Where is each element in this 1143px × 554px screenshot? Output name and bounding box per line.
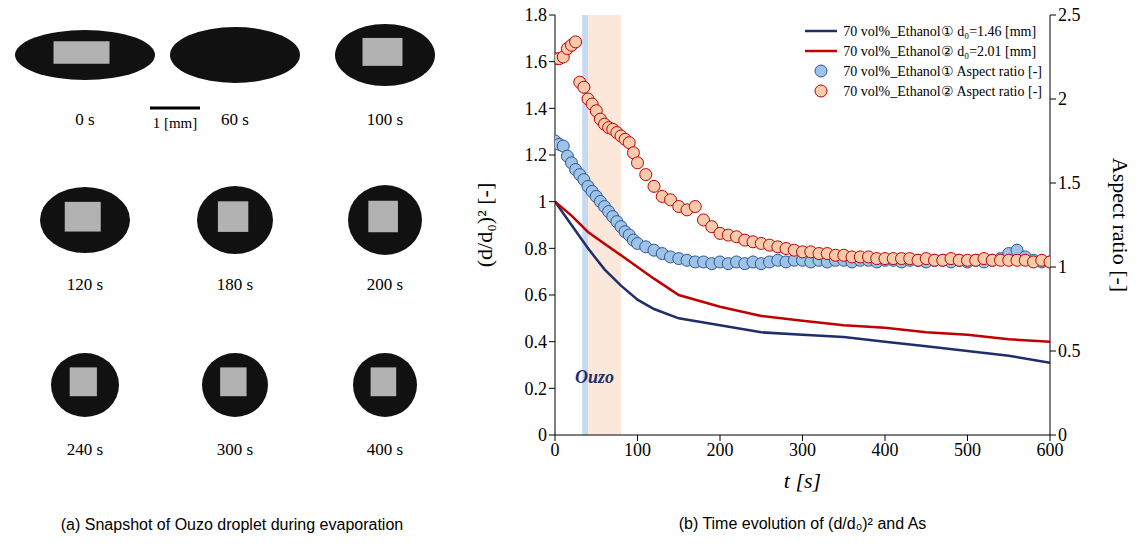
- svg-text:Aspect ratio [-]: Aspect ratio [-]: [1108, 158, 1133, 292]
- html-text:70 vol%_Ethanol② Aspect ratio: 70 vol%_Ethanol② Aspect ratio [-]: [843, 83, 1042, 99]
- html-text:70 vol%_Ethanol② d₀=2.01 [mm]: 70 vol%_Ethanol② d₀=2.01 [mm]: [843, 43, 1037, 59]
- svg-text:0: 0: [1058, 425, 1067, 445]
- svg-text:400 s: 400 s: [367, 440, 403, 459]
- svg-text:0: 0: [551, 440, 560, 460]
- svg-text:200 s: 200 s: [367, 275, 403, 294]
- svg-text:300 s: 300 s: [217, 440, 253, 459]
- svg-text:0.8: 0.8: [525, 239, 548, 259]
- svg-text:1.6: 1.6: [525, 52, 548, 72]
- html-text:70 vol%_Ethanol① d₀=1.46 [mm]: 70 vol%_Ethanol① d₀=1.46 [mm]: [843, 23, 1037, 39]
- svg-text:t [s]: t [s]: [784, 468, 821, 493]
- svg-text:0.2: 0.2: [525, 379, 548, 399]
- html-text:70 vol%_Ethanol① Aspect ratio: 70 vol%_Ethanol① Aspect ratio [-]: [843, 63, 1042, 79]
- svg-text:1.5: 1.5: [1058, 173, 1081, 193]
- svg-text:60 s: 60 s: [221, 110, 249, 129]
- svg-text:(d/d₀)² [-]: (d/d₀)² [-]: [472, 183, 497, 268]
- html-text:(b) Time evolution of (d/d₀)²: (b) Time evolution of (d/d₀)² and As: [678, 515, 927, 532]
- svg-text:0.6: 0.6: [525, 285, 548, 305]
- svg-text:180 s: 180 s: [217, 275, 253, 294]
- svg-text:1.8: 1.8: [525, 5, 548, 25]
- svg-text:0.5: 0.5: [1058, 341, 1081, 361]
- svg-text:1 [mm]: 1 [mm]: [153, 115, 198, 131]
- svg-text:300: 300: [789, 440, 816, 460]
- svg-text:200: 200: [707, 440, 734, 460]
- svg-text:600: 600: [1036, 439, 1064, 460]
- svg-text:1.4: 1.4: [525, 99, 548, 119]
- svg-text:1: 1: [1058, 257, 1067, 277]
- svg-text:400: 400: [872, 440, 899, 460]
- svg-text:Ouzo: Ouzo: [575, 367, 614, 387]
- svg-text:0 s: 0 s: [75, 110, 94, 129]
- svg-text:2: 2: [1058, 89, 1067, 109]
- svg-text:100 s: 100 s: [367, 110, 403, 129]
- svg-text:100: 100: [624, 440, 651, 460]
- svg-text:120 s: 120 s: [67, 275, 103, 294]
- svg-text:1.2: 1.2: [525, 145, 548, 165]
- svg-text:2.5: 2.5: [1058, 5, 1081, 25]
- svg-text:240 s: 240 s: [67, 440, 103, 459]
- svg-text:500: 500: [954, 440, 981, 460]
- svg-text:0: 0: [538, 425, 547, 445]
- svg-text:1: 1: [538, 192, 547, 212]
- svg-text:(a) Snapshot of Ouzo droplet d: (a) Snapshot of Ouzo droplet during evap…: [61, 516, 403, 533]
- svg-text:0.4: 0.4: [525, 332, 548, 352]
